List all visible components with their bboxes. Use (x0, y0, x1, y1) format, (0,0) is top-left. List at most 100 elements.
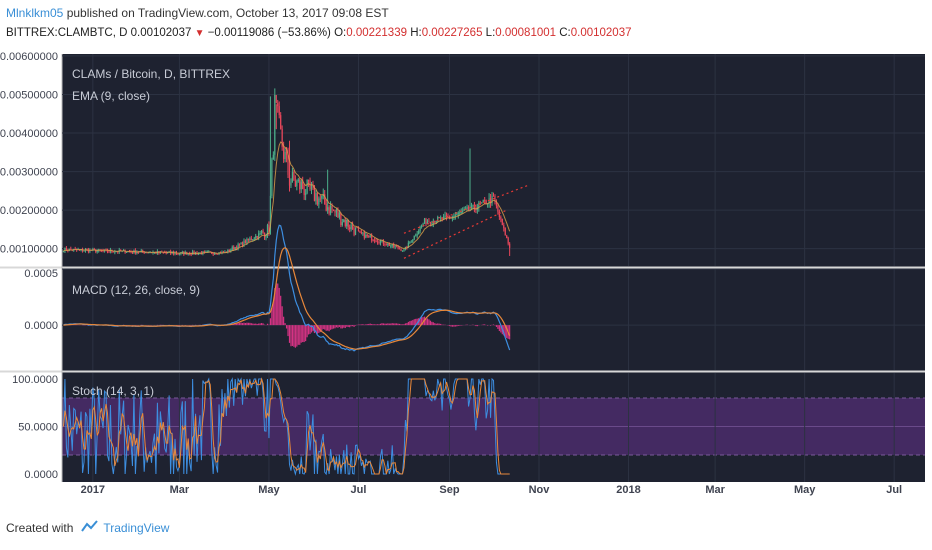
legend-layer: CLAMs / Bitcoin, D, BITTREX EMA (9, close… (72, 67, 230, 398)
main-legend-title: CLAMs / Bitcoin, D, BITTREX (72, 67, 230, 81)
candle-body (265, 235, 267, 238)
candle-body (438, 217, 440, 218)
chart-area[interactable]: 2017 Mar May Jul Sep Nov 2018 Mar May Jul 0.006000… (0, 50, 932, 510)
candle-body (360, 231, 363, 234)
candle-body (174, 252, 176, 254)
candle-body (366, 234, 368, 237)
candle-body (146, 252, 148, 254)
candle-body (376, 241, 379, 243)
candle-body (347, 219, 349, 228)
down-triangle-icon: ▼ (194, 28, 205, 39)
candle-body (454, 215, 456, 217)
candle-body (398, 248, 401, 250)
y-tick-label: 0.00300000 (0, 167, 58, 179)
candle-body (215, 253, 217, 255)
candle-body (412, 239, 414, 242)
candle-body (112, 251, 114, 253)
candle-body (479, 202, 481, 204)
symbol-label: BITTREX:CLAMBTC, D (6, 27, 128, 39)
candle-body (409, 242, 411, 244)
candle-body (302, 181, 304, 190)
candle-body (274, 94, 276, 155)
candle-body (420, 225, 423, 228)
candle-body (193, 251, 195, 254)
candle-body (354, 227, 357, 235)
candle-body (83, 250, 85, 252)
candle-body (303, 189, 305, 195)
candle-body (266, 224, 269, 236)
x-tick-label: Mar (170, 484, 190, 496)
candle-body (272, 154, 274, 160)
candle-body (434, 220, 436, 223)
candle-body (381, 240, 383, 242)
candle-body (222, 251, 225, 253)
candle-body (445, 215, 448, 217)
candle-body (269, 195, 272, 235)
stoch-d-line (62, 377, 510, 475)
candle-body (231, 247, 233, 250)
candle-body (416, 234, 418, 236)
candle-body (214, 253, 216, 255)
candle-body (413, 235, 415, 240)
footer: Created with TradingView (6, 520, 169, 535)
candle-body (494, 196, 496, 203)
candle-body (284, 152, 286, 160)
stoch-band-layer (62, 397, 925, 456)
candle-body (429, 222, 431, 224)
candle-body (382, 240, 385, 244)
tradingview-brand[interactable]: TradingView (103, 520, 170, 535)
y-tick-label: 0.0000 (24, 320, 58, 332)
candle-body (453, 216, 455, 218)
candle-body (253, 238, 255, 240)
candle-body (396, 246, 398, 248)
candle-body (297, 179, 299, 182)
candle-body (280, 115, 282, 129)
candle-body (463, 209, 465, 211)
candle-body (307, 179, 310, 181)
candle-body (238, 244, 241, 245)
candle-body (435, 221, 437, 223)
candle-body (509, 243, 511, 248)
candle-body (379, 241, 382, 244)
candle-body (241, 242, 244, 246)
signal-line (63, 247, 511, 350)
trend-line (403, 209, 507, 259)
publish-info: Mlnklkm05 published on TradingView.com, … (6, 6, 389, 20)
close-label: C: (559, 27, 571, 39)
candle-body (425, 218, 427, 224)
candle-body (485, 200, 487, 205)
y-tick-label: 0.00600000 (0, 51, 58, 63)
y-tick-label: 0.00200000 (0, 205, 58, 217)
candle-body (491, 195, 493, 204)
candle-body (350, 224, 352, 230)
candle-body (216, 253, 219, 255)
candle-body (131, 251, 134, 253)
author-link[interactable]: Mlnklkm05 (6, 6, 64, 20)
candle-body (352, 224, 354, 230)
candle-body (262, 230, 264, 233)
candle-body (467, 207, 470, 211)
candle-body (234, 247, 236, 250)
candle-body (353, 229, 355, 235)
candle-body (328, 207, 330, 214)
candle-body (290, 182, 292, 186)
candle-body (401, 250, 404, 252)
macd-legend: MACD (12, 26, close, 9) (72, 283, 200, 297)
candle-body (394, 246, 396, 248)
published-text: published on TradingView.com, October 13… (66, 6, 389, 20)
candle-body (507, 238, 509, 244)
candle-body (497, 205, 499, 212)
candle-body (385, 244, 387, 246)
candle-body (374, 240, 376, 242)
candle-body (431, 223, 433, 225)
candle-body (287, 155, 289, 175)
candle-body (178, 253, 181, 255)
candle-body (268, 224, 270, 235)
candle-body (145, 252, 147, 254)
candle-body (125, 252, 128, 253)
candle-body (288, 174, 291, 186)
candle-body (357, 228, 360, 232)
candle-body (236, 247, 238, 249)
candle-body (362, 232, 364, 234)
candle-body (356, 227, 358, 229)
